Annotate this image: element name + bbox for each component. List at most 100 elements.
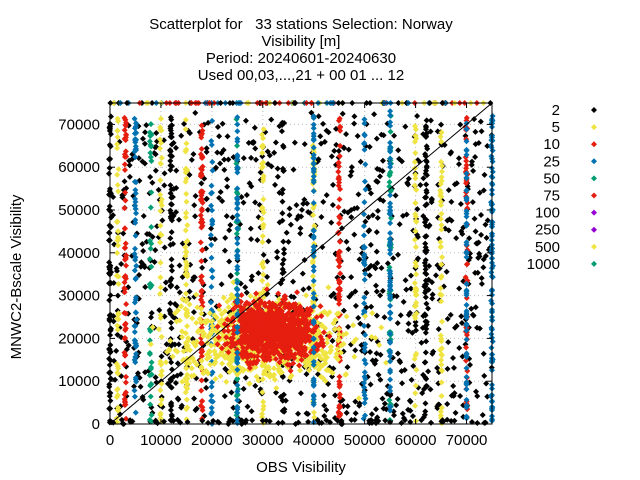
data-point (361, 369, 368, 376)
data-point (264, 273, 271, 280)
data-point (298, 356, 305, 363)
data-point (234, 199, 241, 206)
data-point (208, 137, 215, 144)
data-point (182, 290, 189, 297)
legend-label: 25 (543, 153, 560, 170)
data-point (463, 170, 470, 177)
data-point (211, 236, 218, 243)
data-point (438, 129, 445, 136)
data-point (264, 281, 271, 288)
data-point (157, 222, 164, 229)
data-point (310, 235, 317, 242)
data-point (147, 154, 154, 161)
data-point (234, 291, 241, 298)
data-point (280, 144, 287, 151)
data-point (197, 239, 204, 246)
data-point (208, 410, 215, 417)
data-point (387, 119, 394, 126)
data-point (280, 296, 287, 303)
data-point (421, 359, 428, 366)
data-point (217, 160, 224, 167)
legend-label: 250 (535, 222, 560, 239)
data-point (153, 129, 160, 136)
data-point (458, 228, 465, 235)
data-point (225, 349, 232, 356)
data-point (234, 324, 241, 331)
data-point (178, 402, 185, 409)
data-point (361, 199, 368, 206)
data-point (115, 235, 122, 242)
data-point (240, 385, 247, 392)
data-point (337, 127, 344, 134)
data-point (173, 302, 180, 309)
data-point (158, 367, 165, 374)
data-point (297, 230, 304, 237)
data-point (280, 256, 287, 263)
data-point (407, 309, 414, 316)
data-point (183, 342, 190, 349)
data-point (227, 222, 234, 229)
data-point (106, 381, 113, 388)
data-point (158, 333, 165, 340)
data-point (229, 418, 236, 425)
data-point (279, 217, 286, 224)
data-point (132, 294, 139, 301)
data-point (121, 256, 128, 263)
data-point (136, 271, 143, 278)
data-point (310, 188, 317, 195)
data-point (387, 207, 394, 214)
data-point (115, 228, 122, 235)
data-point (477, 118, 484, 125)
data-point (423, 383, 430, 390)
data-point (219, 120, 226, 127)
data-point (161, 244, 168, 251)
data-point (457, 200, 464, 207)
data-point (397, 312, 404, 319)
data-point (238, 336, 245, 343)
data-point (114, 250, 121, 257)
data-point (248, 277, 255, 284)
data-point (478, 128, 485, 135)
data-point (310, 137, 317, 144)
data-point (240, 155, 247, 162)
data-point (310, 303, 317, 310)
data-point (412, 211, 419, 218)
data-point (114, 331, 121, 338)
data-point (378, 265, 385, 272)
data-point (298, 349, 305, 356)
data-point (275, 366, 282, 373)
data-point (131, 383, 138, 390)
data-point (373, 350, 380, 357)
data-point (259, 150, 266, 157)
data-point (122, 116, 129, 123)
data-point (291, 311, 298, 318)
data-point (405, 406, 412, 413)
data-point (387, 192, 394, 199)
data-point (246, 311, 253, 318)
data-point (168, 215, 175, 222)
y-axis-label: MNWC2-Bscale Visibility (8, 194, 25, 359)
data-point (161, 182, 168, 189)
data-point (234, 169, 241, 176)
data-point (422, 329, 429, 336)
data-point (379, 395, 386, 402)
data-point (322, 360, 329, 367)
data-point (317, 303, 324, 310)
data-point (272, 337, 279, 344)
data-point (367, 349, 374, 356)
data-point (259, 376, 266, 383)
data-point (184, 271, 191, 278)
data-point (295, 410, 302, 417)
data-point (214, 323, 221, 330)
data-point (208, 241, 215, 248)
x-tick-label: 40000 (293, 432, 335, 449)
data-point (420, 175, 427, 182)
data-point (365, 214, 372, 221)
data-point (202, 377, 209, 384)
data-point (303, 352, 310, 359)
legend-marker (591, 209, 597, 216)
data-point (287, 318, 294, 325)
x-tick-label: 10000 (140, 432, 182, 449)
data-point (212, 375, 219, 382)
